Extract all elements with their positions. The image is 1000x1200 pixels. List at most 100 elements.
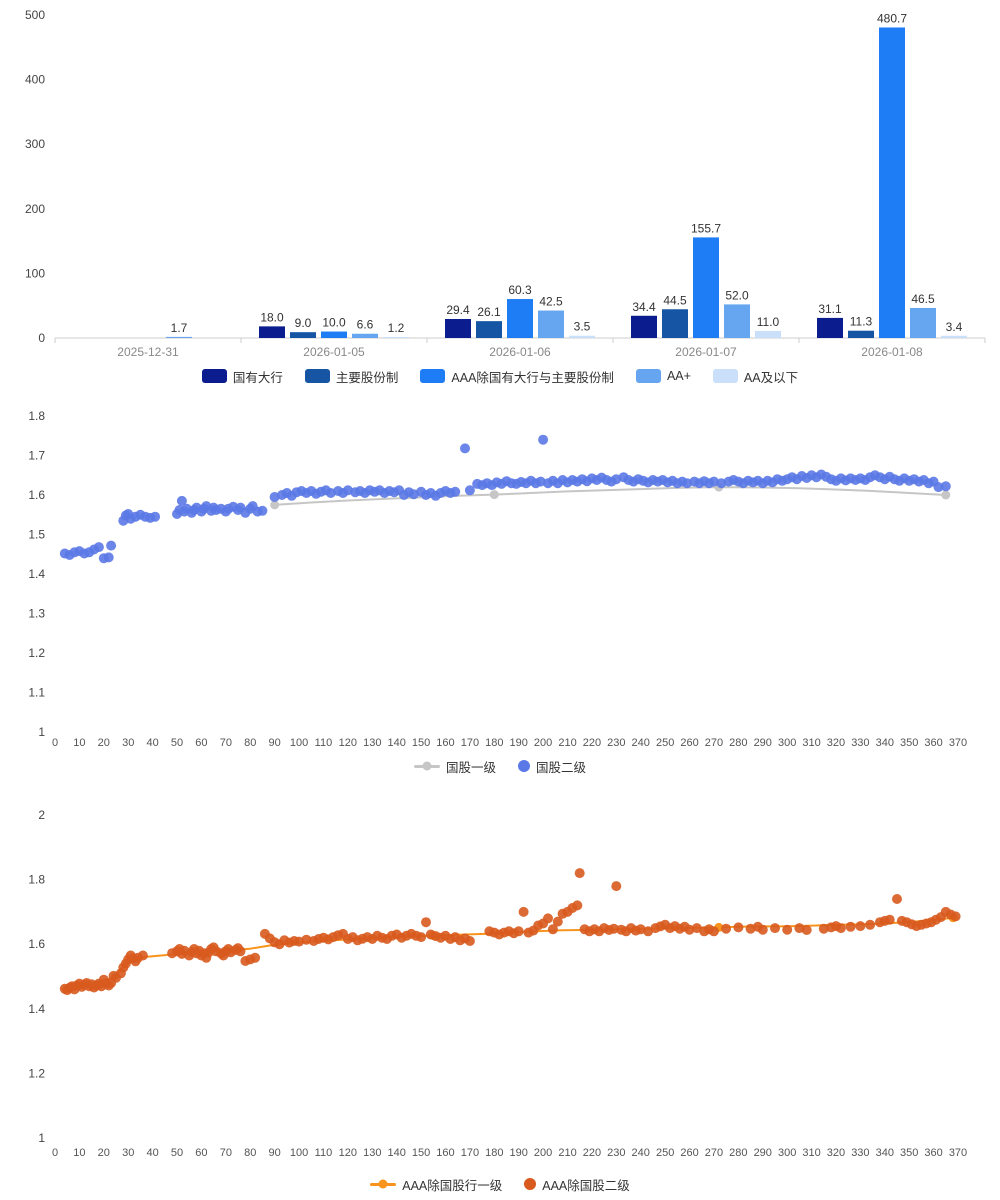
svg-text:220: 220 <box>583 737 601 749</box>
svg-text:260: 260 <box>680 737 698 749</box>
series-1 <box>59 868 961 996</box>
bar-value-label: 34.4 <box>632 300 656 314</box>
bar[interactable] <box>538 310 564 338</box>
bar[interactable] <box>383 337 409 338</box>
svg-text:2026-01-06: 2026-01-06 <box>489 345 551 359</box>
svg-text:140: 140 <box>387 1147 405 1159</box>
x-axis: 0 10 20 30 40 50 60 70 80 90 100 110 120 130 140 150 160… <box>52 1147 967 1159</box>
bar[interactable] <box>290 332 316 338</box>
svg-text:10: 10 <box>73 1147 85 1159</box>
svg-text:500: 500 <box>25 8 45 22</box>
bar[interactable] <box>662 309 688 338</box>
bar[interactable] <box>755 330 781 338</box>
legend-item-0[interactable]: 国有大行 <box>201 367 283 386</box>
svg-text:300: 300 <box>778 1147 796 1159</box>
scatter-chart-2: 1 1.2 1.4 1.6 1.8 2 0 10 20 30 40 50 60 70 80 90 100 110 1… <box>0 782 1000 1200</box>
svg-text:370: 370 <box>949 737 967 749</box>
bar[interactable] <box>476 321 502 338</box>
bar[interactable] <box>259 326 285 338</box>
legend-swatch-icon <box>420 369 446 383</box>
bar-value-label: 11.0 <box>757 315 780 329</box>
svg-text:310: 310 <box>802 1147 820 1159</box>
bar[interactable] <box>910 307 936 338</box>
svg-text:0: 0 <box>52 1147 58 1159</box>
svg-text:2026-01-08: 2026-01-08 <box>861 345 923 359</box>
legend-label: 国股一级 <box>445 760 496 775</box>
bar-value-label: 9.0 <box>295 316 312 330</box>
svg-text:250: 250 <box>656 1147 674 1159</box>
legend-line-icon <box>370 1179 397 1189</box>
bar[interactable] <box>941 335 967 338</box>
bar[interactable] <box>724 304 750 338</box>
bar-value-label: 3.4 <box>946 320 963 334</box>
svg-text:1.4: 1.4 <box>28 567 45 581</box>
svg-text:170: 170 <box>461 1147 479 1159</box>
svg-text:400: 400 <box>25 73 45 87</box>
svg-text:200: 200 <box>25 202 45 216</box>
svg-text:140: 140 <box>387 737 405 749</box>
bar-value-label: 10.0 <box>322 316 346 330</box>
svg-text:240: 240 <box>632 737 650 749</box>
svg-text:1.5: 1.5 <box>28 528 45 542</box>
legend-item-2[interactable]: AAA除国有大行与主要股份制 <box>420 367 614 386</box>
y-axis: 1 1.1 1.2 1.3 1.4 1.5 1.6 1.7 1.8 <box>28 409 45 739</box>
bar[interactable] <box>352 333 378 338</box>
svg-text:2026-01-07: 2026-01-07 <box>675 345 737 359</box>
svg-text:1.8: 1.8 <box>28 873 45 887</box>
bar[interactable] <box>445 319 471 338</box>
bar-value-label: 31.1 <box>818 302 842 316</box>
svg-text:90: 90 <box>269 737 281 749</box>
svg-text:1.1: 1.1 <box>28 686 45 700</box>
svg-text:1.4: 1.4 <box>28 1002 45 1016</box>
legend-swatch-icon <box>304 369 330 383</box>
legend-swatch-icon <box>201 369 227 383</box>
scatter-chart-1-legend: 国股一级 国股二级 <box>0 750 1000 782</box>
bar-value-label: 60.3 <box>508 283 532 297</box>
bar-value-label: 6.6 <box>357 318 374 332</box>
legend-item-0[interactable]: 国股一级 <box>413 757 496 776</box>
bar[interactable] <box>166 336 192 338</box>
bar[interactable] <box>569 335 595 338</box>
bar-value-label: 1.2 <box>388 321 405 335</box>
svg-text:2025-12-31: 2025-12-31 <box>117 345 179 359</box>
scatter-chart-2-canvas[interactable]: 11.21.41.61.820 10 20 30 40 50 60 70 80 90 100 110 1… <box>0 782 1000 1168</box>
svg-text:180: 180 <box>485 1147 503 1159</box>
svg-text:290: 290 <box>754 1147 772 1159</box>
bar[interactable] <box>817 317 843 338</box>
svg-text:250: 250 <box>656 737 674 749</box>
scatter-chart-1-canvas[interactable]: 1 1.1 1.2 1.3 1.4 1.5 1.6 1.7 1.8 0 10 20 30 40 50 60 70… <box>0 392 1000 750</box>
bar[interactable] <box>631 315 657 338</box>
svg-text:330: 330 <box>851 1147 869 1159</box>
svg-text:370: 370 <box>949 1147 967 1159</box>
svg-text:120: 120 <box>339 1147 357 1159</box>
svg-text:110: 110 <box>315 737 333 749</box>
legend-item-1[interactable]: 国股二级 <box>518 757 586 776</box>
legend-item-4[interactable]: AA及以下 <box>712 367 798 386</box>
bar-value-label: 26.1 <box>477 305 501 319</box>
svg-text:1.2: 1.2 <box>28 646 45 660</box>
svg-text:150: 150 <box>412 737 430 749</box>
svg-text:0: 0 <box>52 737 58 749</box>
bar-value-label: 3.5 <box>574 320 591 334</box>
svg-text:290: 290 <box>754 737 772 749</box>
svg-text:160: 160 <box>436 737 454 749</box>
svg-text:1.2: 1.2 <box>28 1066 45 1080</box>
legend-item-1[interactable]: AAA除国股二级 <box>524 1175 630 1194</box>
bar[interactable] <box>321 331 347 338</box>
legend-item-1[interactable]: 主要股份制 <box>304 367 398 386</box>
svg-text:2: 2 <box>38 808 45 822</box>
bar-chart-canvas[interactable]: 0 100 200 300 400 500 2025-12-31 2026-01-05 2026… <box>0 0 1000 360</box>
svg-text:130: 130 <box>363 1147 381 1159</box>
legend-item-0[interactable]: AAA除国股行一级 <box>370 1175 502 1194</box>
bar[interactable] <box>507 299 533 338</box>
bar-value-label: 18.0 <box>260 310 284 324</box>
bar[interactable] <box>848 330 874 338</box>
svg-text:160: 160 <box>436 1147 454 1159</box>
legend-item-3[interactable]: AA+ <box>635 369 691 383</box>
svg-text:200: 200 <box>534 1147 552 1159</box>
bar[interactable] <box>879 27 905 338</box>
scatter-chart-2-legend: AAA除国股行一级 AAA除国股二级 <box>0 1168 1000 1200</box>
bar-value-label: 44.5 <box>663 293 687 307</box>
svg-text:230: 230 <box>607 1147 625 1159</box>
bar[interactable] <box>693 237 719 338</box>
